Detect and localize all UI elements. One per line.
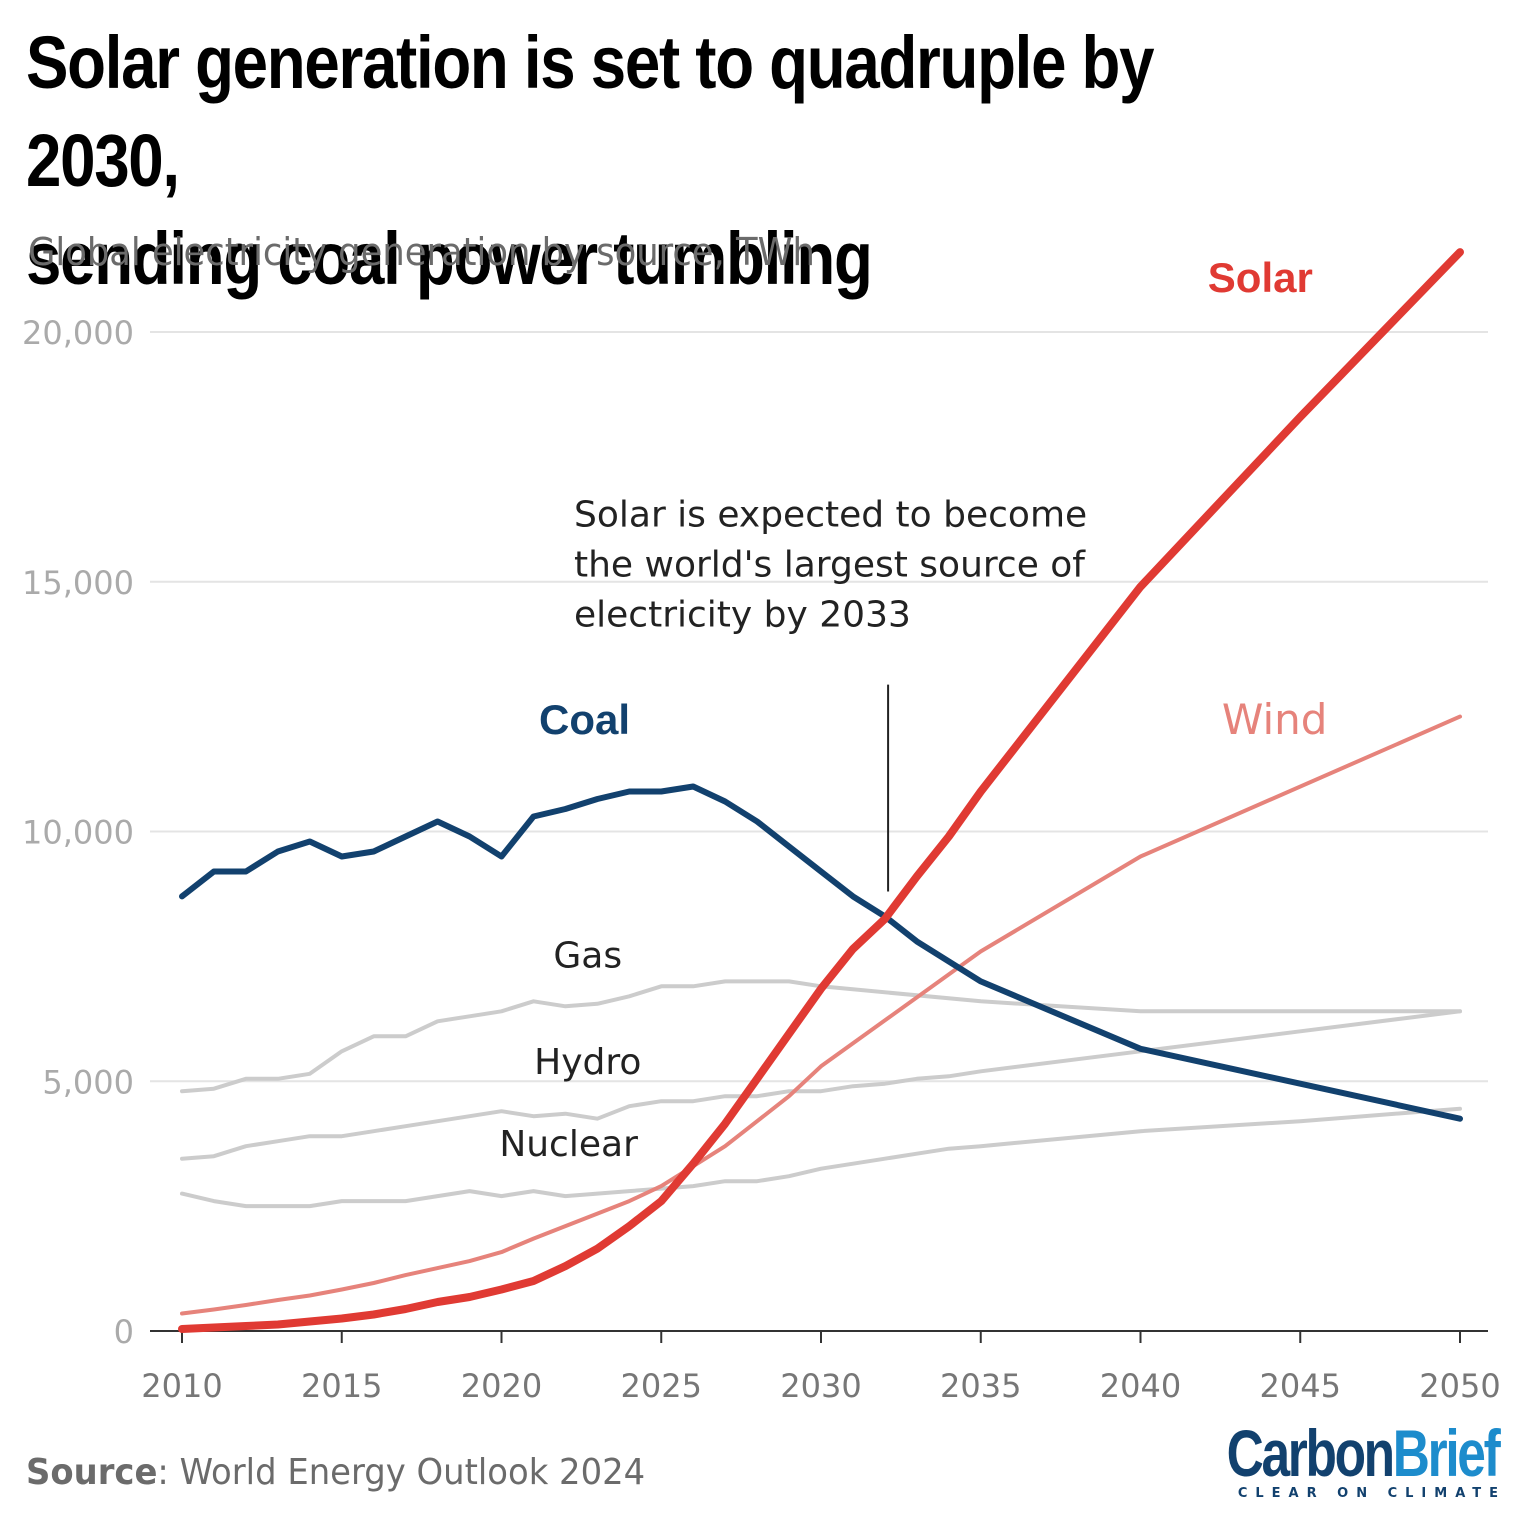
series-line-gas <box>180 979 1462 1094</box>
y-tick-label: 10,000 <box>22 814 134 852</box>
series-label-solar: Solar <box>1208 254 1313 301</box>
series-label-gas: Gas <box>553 935 622 976</box>
series-label-nuclear: Nuclear <box>499 1124 638 1165</box>
logo-tagline: CLEAR ON CLIMATE <box>1237 1486 1506 1501</box>
title-line-2: sending coal power tumbling <box>26 217 873 300</box>
annotation-text: Solar is expected to become <box>574 495 1087 536</box>
source-note: Source: World Energy Outlook 2024 <box>26 1452 645 1493</box>
series-label-wind: Wind <box>1222 695 1328 744</box>
annotation-text: the world's largest source of <box>574 545 1086 586</box>
series-line-coal <box>179 783 1463 1122</box>
logo-part-1: Carbon <box>1226 1416 1394 1490</box>
series-line-wind <box>180 714 1462 1316</box>
x-tick-label: 2040 <box>1100 1367 1181 1405</box>
annotation-text: electricity by 2033 <box>574 595 911 636</box>
carbon-brief-logo: CarbonBrief CLEAR ON CLIMATE <box>1150 1416 1500 1501</box>
chart-subtitle: Global electricity generation by source,… <box>28 230 815 274</box>
x-tick-label: 2010 <box>141 1367 222 1405</box>
y-tick-label: 0 <box>114 1313 134 1351</box>
x-tick-label: 2050 <box>1419 1367 1500 1405</box>
y-tick-label: 5,000 <box>42 1063 134 1101</box>
title-line-1: Solar generation is set to quadruple by … <box>26 21 1155 202</box>
source-label: Source <box>26 1452 158 1493</box>
x-tick-label: 2025 <box>621 1367 702 1405</box>
chart-title: Solar generation is set to quadruple by … <box>26 14 1307 308</box>
series-label-hydro: Hydro <box>534 1042 641 1083</box>
x-tick-label: 2045 <box>1260 1367 1341 1405</box>
x-tick-label: 2035 <box>940 1367 1021 1405</box>
series-label-coal: Coal <box>539 696 630 743</box>
series-line-nuclear <box>180 1106 1462 1209</box>
y-tick-label: 15,000 <box>22 564 134 602</box>
x-tick-label: 2020 <box>461 1367 542 1405</box>
x-tick-label: 2015 <box>301 1367 382 1405</box>
y-tick-label: 20,000 <box>22 314 134 352</box>
series-line-solar <box>178 248 1464 1333</box>
x-tick-label: 2030 <box>780 1367 861 1405</box>
source-text: : World Energy Outlook 2024 <box>157 1452 646 1493</box>
series-line-hydro <box>180 1009 1462 1161</box>
logo-part-2: Brief <box>1392 1416 1500 1490</box>
